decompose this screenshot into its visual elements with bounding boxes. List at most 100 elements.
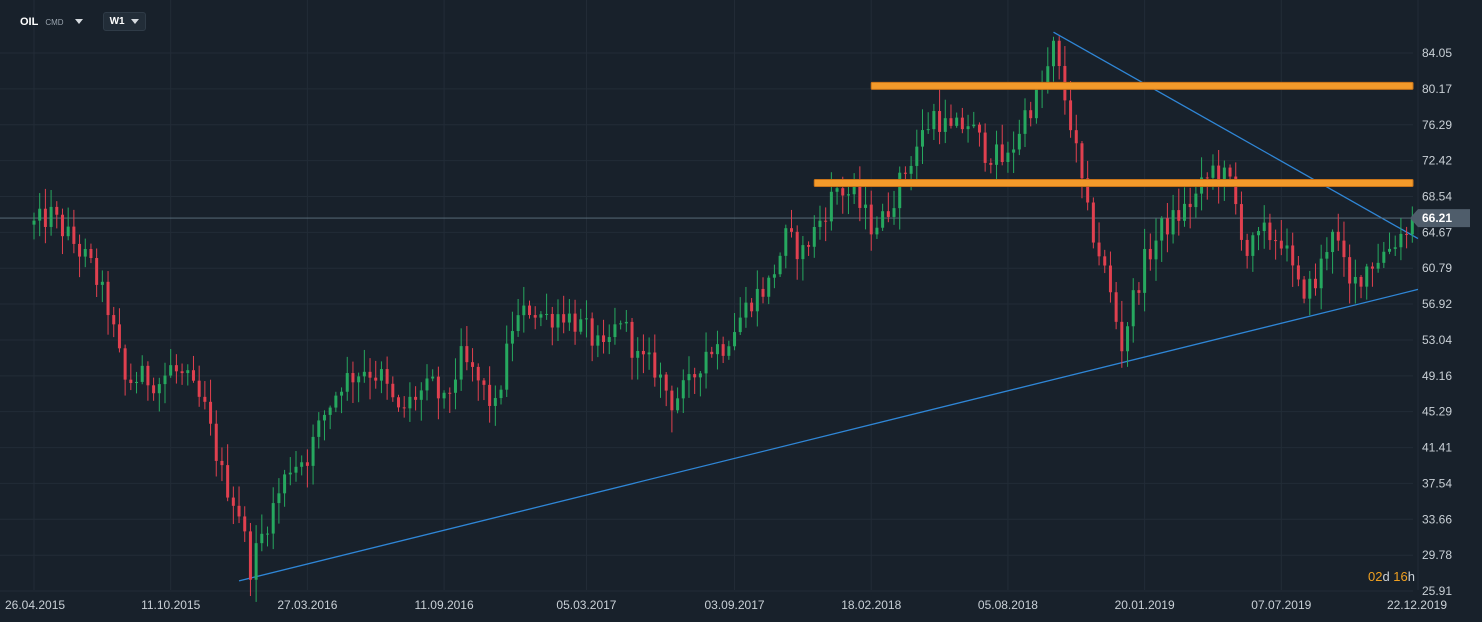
candle <box>1342 221 1346 277</box>
candle-body <box>744 302 748 318</box>
chevron-down-icon <box>130 19 139 24</box>
candle <box>248 522 252 597</box>
candle <box>784 224 788 269</box>
candle-body <box>1291 245 1295 266</box>
candle <box>1234 162 1238 215</box>
candle <box>1165 202 1169 253</box>
y-tick-label: 45.29 <box>1422 405 1452 419</box>
candle-body <box>1308 278 1312 299</box>
candle-body <box>966 126 970 130</box>
candle-body <box>288 472 292 475</box>
candle-body <box>835 188 839 192</box>
y-tick-label: 37.54 <box>1422 476 1452 490</box>
candle <box>220 447 224 482</box>
candle <box>476 363 480 401</box>
candle-body <box>824 220 828 222</box>
candle <box>362 349 366 383</box>
candle-body <box>1023 110 1027 134</box>
candle-body <box>66 226 70 237</box>
candles <box>32 36 1414 602</box>
candle-body <box>1188 203 1192 208</box>
candle <box>72 209 76 254</box>
candle-body <box>1274 240 1278 242</box>
candle-body <box>294 466 298 473</box>
candle <box>260 514 264 552</box>
x-tick-label: 22.12.2019 <box>1387 598 1447 612</box>
candle <box>989 158 993 174</box>
candle <box>453 358 457 410</box>
symbol-selector[interactable]: OIL CMD <box>14 13 89 31</box>
candle <box>345 356 349 401</box>
timeframe-selector[interactable]: W1 <box>102 12 146 31</box>
candle-body <box>607 337 611 342</box>
candle <box>733 313 737 351</box>
candle-body <box>1245 239 1249 256</box>
candle <box>448 387 452 413</box>
trendline <box>1053 31 1419 240</box>
countdown-days-unit: d <box>1382 569 1390 584</box>
candle <box>305 449 309 488</box>
candle-body <box>1325 252 1329 259</box>
candle <box>670 385 674 433</box>
candle <box>391 376 395 402</box>
candle <box>425 364 429 401</box>
candle <box>493 385 497 426</box>
candle <box>1325 237 1329 271</box>
candle <box>636 337 640 380</box>
candle <box>1393 235 1397 256</box>
candle <box>294 451 298 482</box>
candle-body <box>789 228 793 232</box>
candle-body <box>1074 130 1078 144</box>
candle <box>624 309 628 332</box>
candle <box>960 107 964 134</box>
candle-body <box>858 184 862 208</box>
candle-countdown: 02d 16h <box>1368 569 1415 584</box>
candle <box>750 298 754 318</box>
candle-body <box>989 162 993 165</box>
candle-body <box>664 374 668 391</box>
candle-body <box>1154 240 1158 260</box>
candle-body <box>573 313 577 332</box>
y-tick-label: 41.41 <box>1422 441 1452 455</box>
candle-body <box>516 315 520 332</box>
candle <box>579 308 583 335</box>
candle-body <box>49 206 53 227</box>
candle <box>1382 241 1386 269</box>
candle <box>1331 229 1335 274</box>
candle <box>123 344 127 396</box>
candle-body <box>522 305 526 316</box>
candle-body <box>283 474 287 494</box>
candle <box>169 349 173 378</box>
candle <box>340 387 344 414</box>
candle-body <box>567 313 571 323</box>
candle <box>1177 188 1181 236</box>
candle <box>1376 243 1380 273</box>
candle <box>892 190 896 225</box>
candle-body <box>203 396 207 402</box>
candle <box>1051 36 1055 82</box>
candle-body <box>1177 210 1181 221</box>
candle-body <box>1086 178 1090 203</box>
candle <box>983 123 987 172</box>
candle <box>824 207 828 242</box>
candle <box>266 526 270 547</box>
candle <box>1302 276 1306 304</box>
candle-body <box>1000 144 1004 162</box>
candle <box>1257 227 1261 251</box>
candle-body <box>647 352 651 355</box>
candle <box>1114 281 1118 330</box>
y-tick-label: 25.91 <box>1422 584 1452 598</box>
candle-body <box>425 378 429 391</box>
candle-body <box>915 146 919 166</box>
candle <box>408 382 412 422</box>
candle-body <box>1205 177 1209 179</box>
candle <box>191 355 195 383</box>
candle <box>1388 232 1392 255</box>
candle-body <box>311 436 315 466</box>
candle <box>209 379 213 436</box>
candle <box>1120 300 1124 368</box>
candle <box>379 361 383 394</box>
candle <box>846 184 850 215</box>
candle-body <box>738 317 742 333</box>
